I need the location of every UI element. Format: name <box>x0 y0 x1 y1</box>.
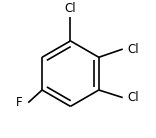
Text: Cl: Cl <box>128 43 139 56</box>
Text: F: F <box>16 96 23 109</box>
Text: Cl: Cl <box>65 2 76 15</box>
Text: Cl: Cl <box>128 91 139 104</box>
